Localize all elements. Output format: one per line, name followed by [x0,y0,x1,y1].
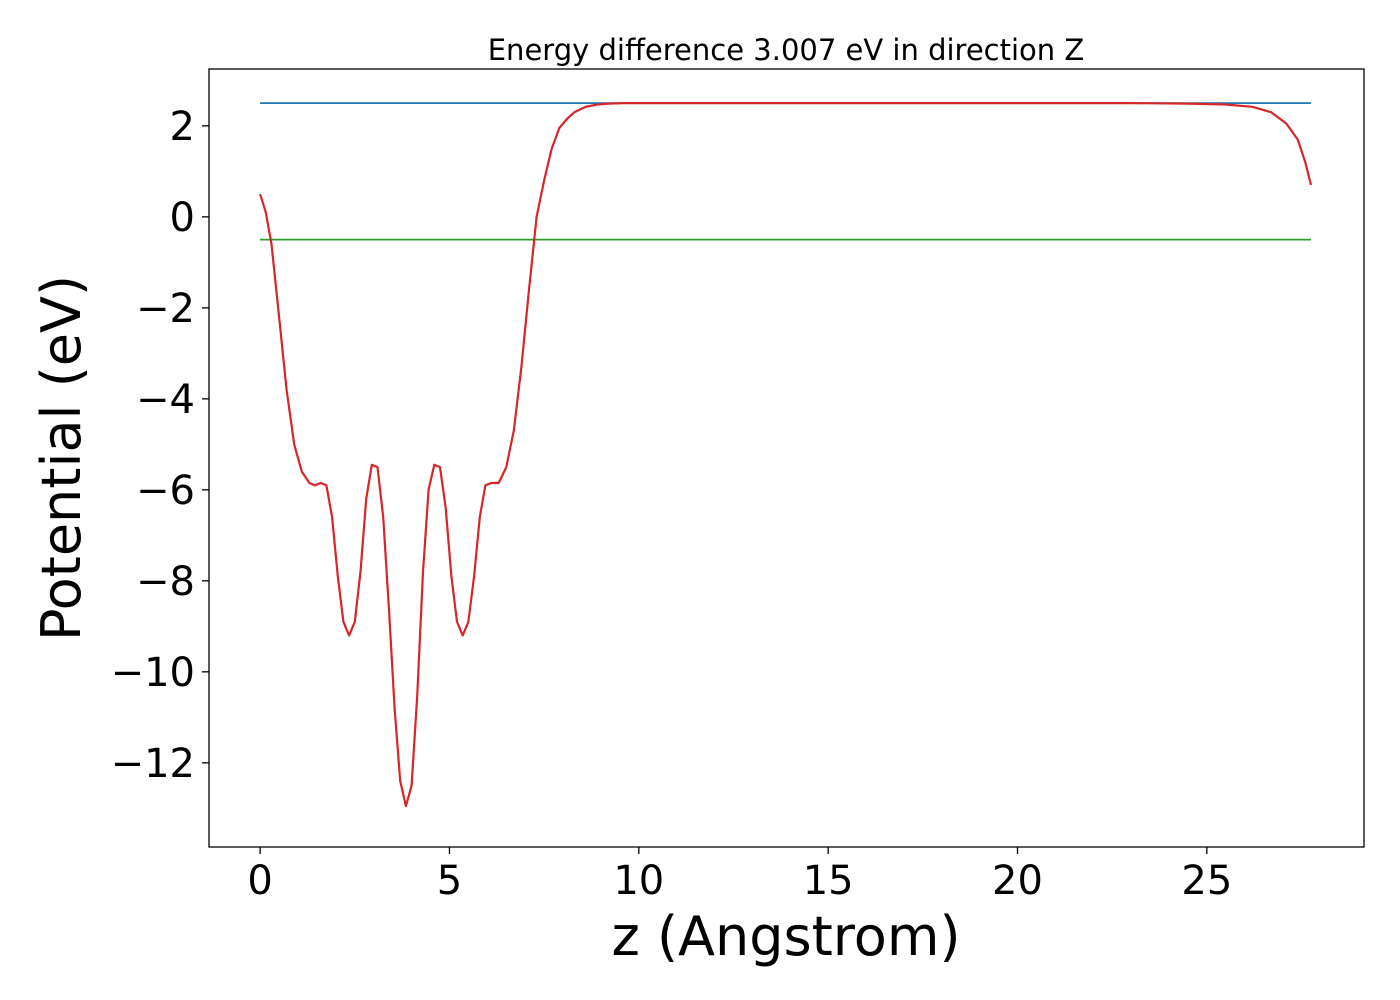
x-tick-label: 25 [1181,858,1232,904]
x-tick-label: 5 [437,858,462,904]
plot-area [259,101,1313,808]
x-axis-label: z (Angstrom) [611,905,960,968]
y-tick-label: −12 [111,741,195,787]
y-axis: 2 0 −2 −4 −6 −8 −10 −12 [111,104,209,787]
x-tick-label: 15 [803,858,854,904]
y-axis-label: Potential (eV) [30,275,93,641]
axes-frame [208,68,1365,848]
y-tick-label: −6 [136,468,195,514]
chart-title: Energy difference 3.007 eV in direction … [488,33,1085,67]
y-tick-label: −4 [136,377,195,423]
x-tick-label: 20 [992,858,1043,904]
y-tick-label: 2 [170,104,195,150]
x-tick-label: 0 [247,858,272,904]
y-tick-label: −2 [136,286,195,332]
y-tick-label: 0 [170,195,195,241]
y-tick-label: −8 [136,559,195,605]
y-tick-label: −10 [111,650,195,696]
x-tick-label: 10 [613,858,664,904]
series-line-2 [259,101,1313,808]
x-axis: 0 5 10 15 20 25 [247,847,1232,904]
